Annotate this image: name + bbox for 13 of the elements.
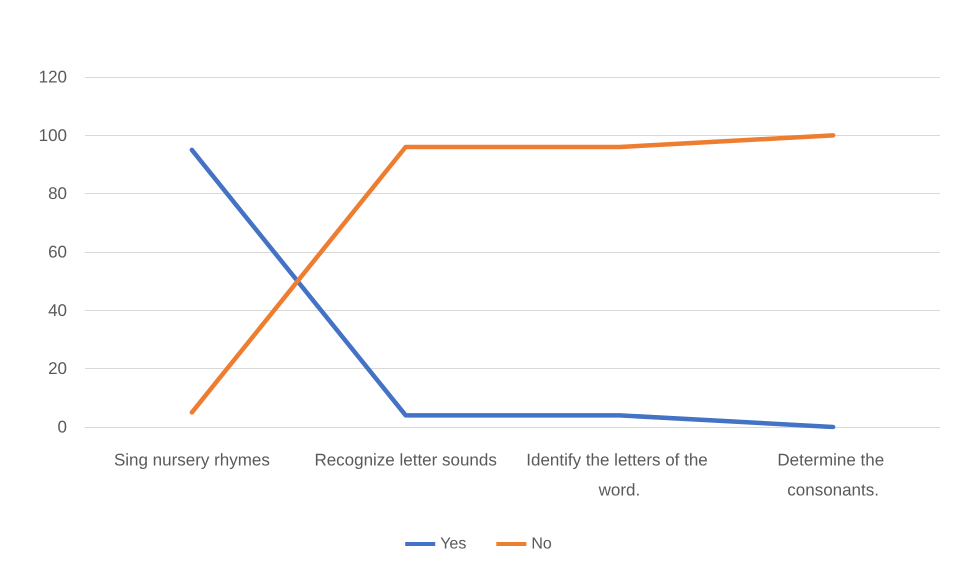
y-tick-label: 20 xyxy=(48,359,67,378)
x-tick-label: Sing nursery rhymes xyxy=(114,450,270,470)
y-tick-label: 120 xyxy=(38,68,67,86)
x-tick-label: Determine the consonants. xyxy=(777,450,889,500)
y-tick-label: 100 xyxy=(38,126,67,145)
x-tick-label: Recognize letter sounds xyxy=(314,450,497,470)
legend-label: No xyxy=(531,536,552,552)
x-tick-label: Identify the letters of the word. xyxy=(526,450,712,500)
legend-label: Yes xyxy=(440,536,466,552)
y-tick-label: 80 xyxy=(48,184,67,204)
y-tick-label: 60 xyxy=(48,242,67,262)
y-tick-label: 40 xyxy=(48,300,67,320)
y-tick-label: 0 xyxy=(58,418,67,436)
